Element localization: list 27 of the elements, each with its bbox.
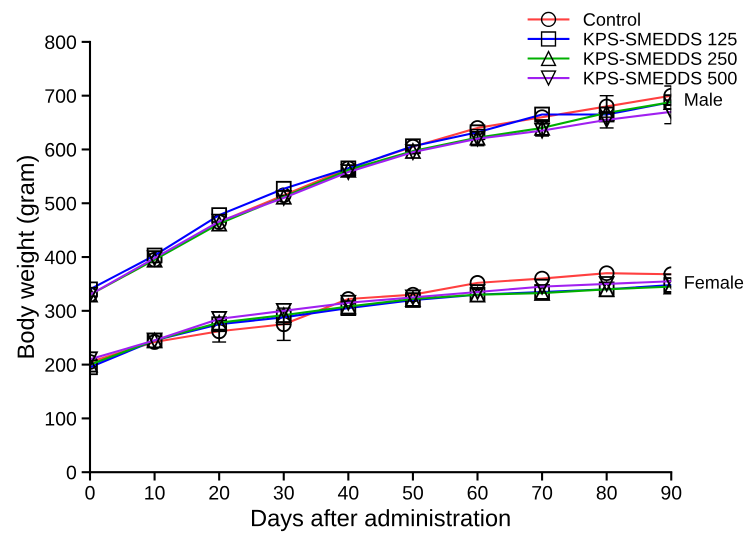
y-tick-label: 200 [45,358,76,372]
y-tick-label: 0 [66,466,76,480]
legend-label: KPS-SMEDDS 500 [584,72,737,85]
annotation: Male [685,92,722,106]
annotation: Female [685,276,744,289]
legend-label: KPS-SMEDDS 250 [584,52,737,65]
x-tick-label: 60 [468,486,488,500]
y-tick-label: 700 [45,89,76,103]
x-tick-label: 10 [145,486,165,500]
y-tick-label: 100 [46,412,76,426]
x-tick-label: 30 [274,486,294,500]
x-tick-label: 90 [661,486,682,500]
x-tick-label: 80 [596,486,617,500]
x-tick-label: 70 [532,486,552,500]
y-tick-label: 400 [44,250,76,264]
y-axis-title: Body weight (gram) [16,156,39,358]
x-tick-label: 20 [209,486,230,500]
y-tick-label: 800 [45,35,76,50]
legend-label: KPS-SMEDDS 125 [584,32,737,46]
y-tick-label: 500 [45,196,76,210]
x-tick-label: 0 [85,486,95,500]
x-tick-label: 50 [402,486,423,500]
y-tick-label: 600 [45,142,76,157]
x-axis-title: Days after administration [252,509,510,532]
x-tick-label: 40 [338,486,358,500]
legend-label: Control [584,12,640,26]
y-tick-label: 300 [45,304,76,318]
